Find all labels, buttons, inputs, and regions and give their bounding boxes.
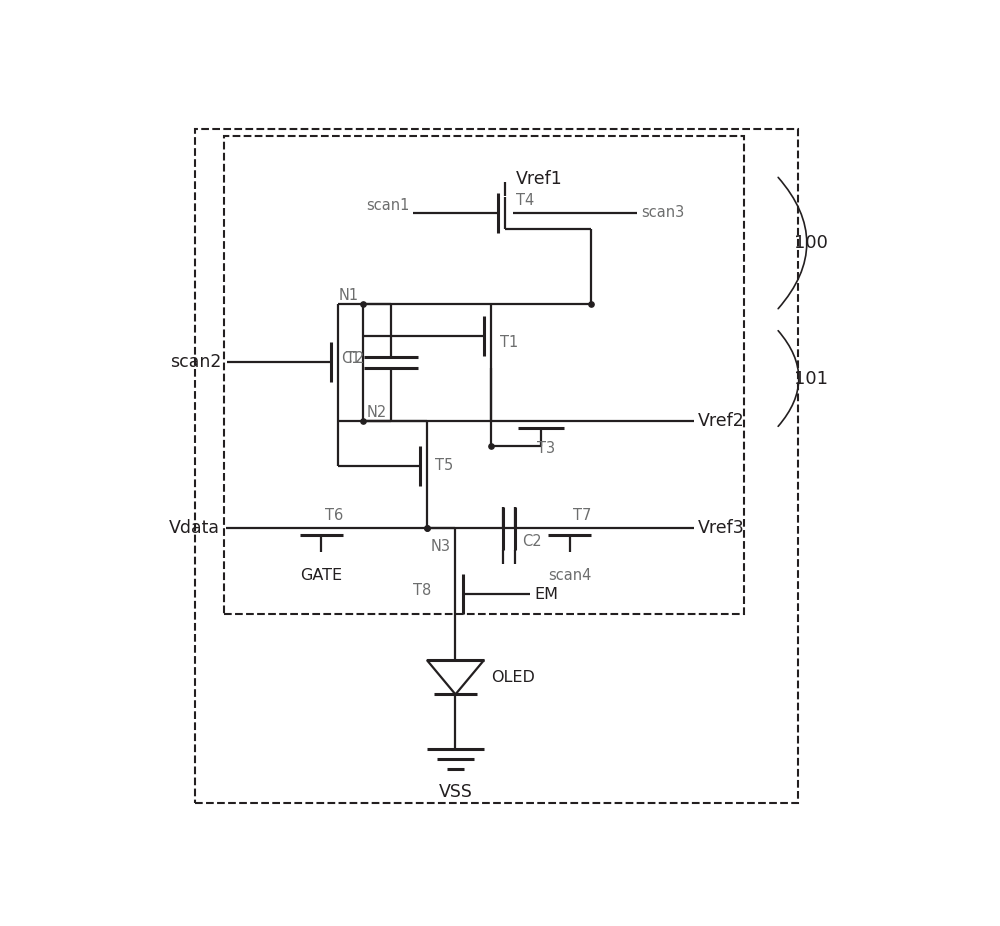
Text: T8: T8 bbox=[413, 583, 431, 598]
Text: T5: T5 bbox=[435, 458, 454, 473]
Text: T3: T3 bbox=[537, 441, 556, 456]
Text: VSS: VSS bbox=[439, 783, 472, 802]
Text: GATE: GATE bbox=[300, 569, 342, 583]
Text: Vref2: Vref2 bbox=[698, 412, 745, 431]
Bar bbox=[224, 136, 744, 614]
Text: scan2: scan2 bbox=[170, 354, 222, 371]
Text: N2: N2 bbox=[366, 406, 387, 420]
Text: OLED: OLED bbox=[491, 669, 535, 684]
Text: N1: N1 bbox=[339, 288, 359, 303]
Text: scan4: scan4 bbox=[548, 569, 591, 583]
Text: 100: 100 bbox=[794, 234, 828, 252]
Text: 101: 101 bbox=[794, 369, 828, 387]
Text: T2: T2 bbox=[346, 351, 365, 367]
Text: N3: N3 bbox=[431, 539, 451, 554]
Text: C1: C1 bbox=[341, 351, 361, 367]
Text: T7: T7 bbox=[573, 507, 591, 523]
Text: EM: EM bbox=[534, 587, 558, 602]
Text: Vref1: Vref1 bbox=[516, 169, 563, 188]
Text: T1: T1 bbox=[500, 335, 519, 350]
Text: T4: T4 bbox=[516, 193, 534, 207]
Text: Vdata: Vdata bbox=[169, 519, 220, 537]
Text: Vref3: Vref3 bbox=[698, 519, 745, 537]
Text: T6: T6 bbox=[325, 507, 343, 523]
Text: scan1: scan1 bbox=[366, 198, 409, 213]
Text: C2: C2 bbox=[522, 533, 541, 548]
Bar bbox=[195, 129, 798, 803]
Text: scan3: scan3 bbox=[641, 206, 684, 220]
